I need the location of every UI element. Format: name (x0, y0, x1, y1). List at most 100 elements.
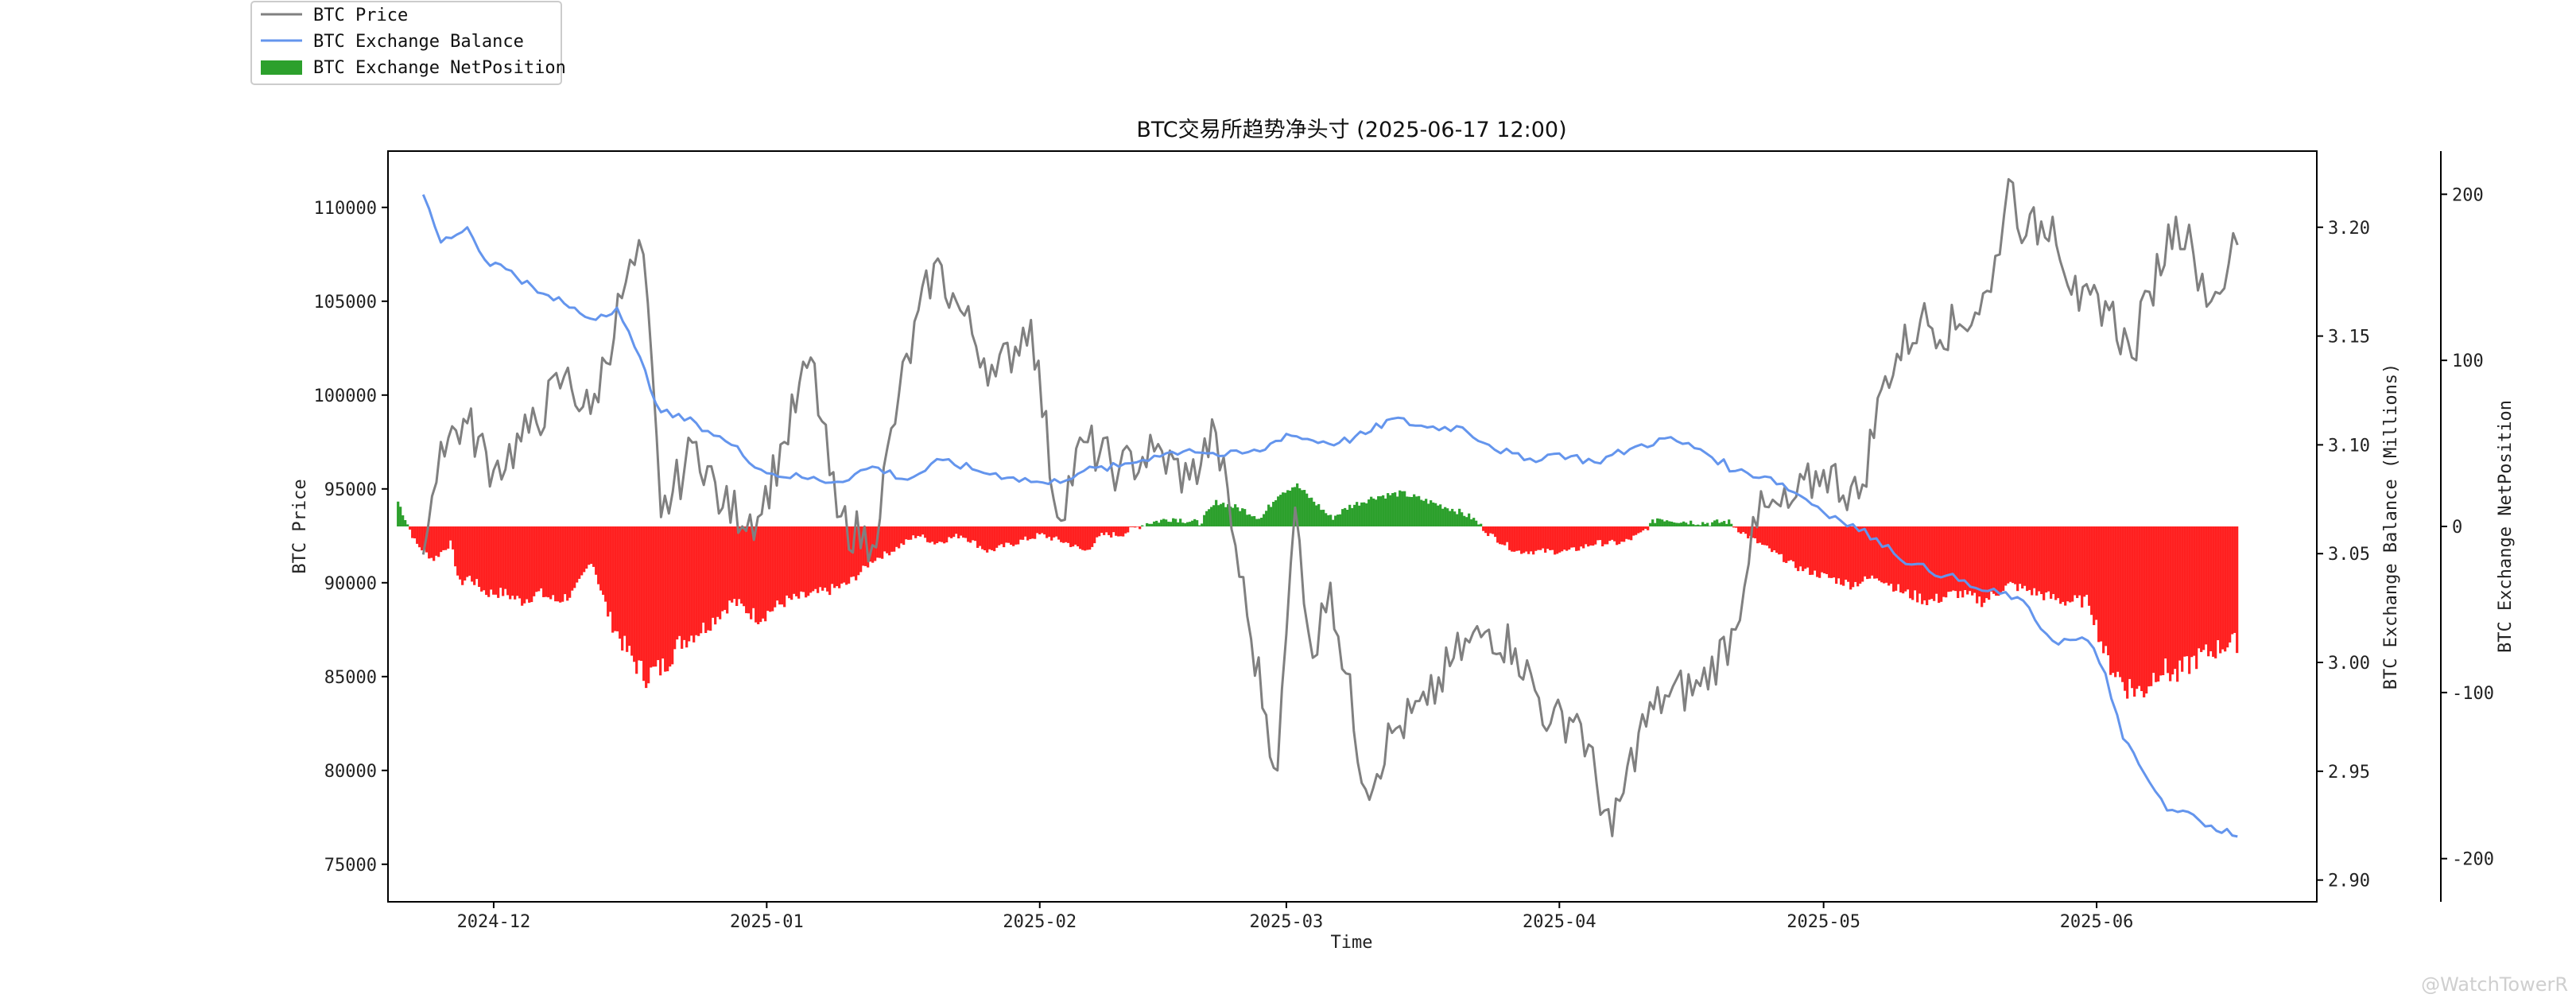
netposition-bar (1988, 526, 1991, 600)
netposition-bar (588, 526, 591, 565)
netposition-bar (1909, 526, 1912, 599)
netposition-bar (1317, 503, 1321, 526)
netposition-bar (633, 526, 636, 662)
netposition-bar (533, 526, 536, 596)
netposition-bar (1272, 502, 1275, 526)
netposition-bar (1964, 526, 1967, 591)
netposition-bar (478, 526, 481, 588)
netposition-bar (406, 524, 409, 526)
netposition-bar (1787, 526, 1790, 561)
netposition-bar (879, 526, 882, 558)
netposition-bar (1673, 522, 1676, 526)
netposition-bar (2047, 526, 2050, 592)
netposition-bar (590, 526, 593, 565)
netposition-bar (1868, 526, 1872, 579)
netposition-bar (967, 526, 970, 542)
netposition-bar (895, 526, 898, 547)
x-tick: 2025-06 (2060, 912, 2134, 932)
netposition-bar (2054, 526, 2058, 600)
netposition-bar (750, 526, 753, 619)
netposition-bar (845, 526, 848, 585)
legend-net-label: BTC Exchange NetPosition (313, 58, 566, 78)
netposition-bar (2019, 526, 2022, 584)
netposition-bar (1554, 526, 1557, 555)
netposition-bar (2181, 526, 2184, 672)
netposition-bar (1864, 526, 1867, 577)
netposition-bar (993, 526, 996, 552)
netposition-bar (1670, 521, 1674, 526)
netposition-bar (2231, 526, 2234, 635)
netposition-bar (2207, 526, 2210, 657)
netposition-bar (1422, 500, 1426, 526)
netposition-bar (1377, 496, 1380, 526)
netposition-bar (1658, 518, 1662, 526)
netposition-bar (430, 526, 433, 558)
netposition-bar (2057, 526, 2060, 599)
netposition-bar (1000, 526, 1003, 545)
netposition-bar (485, 526, 488, 596)
netposition-bar (817, 526, 820, 593)
netposition-bar (1589, 526, 1593, 546)
netposition-bar (650, 526, 653, 668)
netposition-bar (2155, 526, 2158, 682)
netposition-bar (1713, 520, 1717, 526)
netposition-bar (1611, 526, 1614, 540)
netposition-bar (795, 526, 798, 596)
netposition-bar (1732, 526, 1736, 528)
netposition-bar (1284, 492, 1287, 526)
netposition-bar (602, 526, 605, 595)
netposition-bar (1837, 526, 1841, 579)
netposition-bar (1904, 526, 1907, 592)
netposition-bar (2205, 526, 2208, 645)
netposition-bar (2040, 526, 2043, 595)
netposition-bar (1093, 526, 1096, 544)
netposition-bar (1305, 493, 1309, 526)
netposition-bar (1050, 526, 1053, 541)
netposition-bar (1301, 490, 1304, 526)
x-tick: 2024-12 (457, 912, 531, 932)
netposition-bar (1914, 526, 1917, 591)
netposition-bar (1799, 526, 1802, 567)
netposition-bar (1928, 526, 1931, 600)
netposition-bar (712, 526, 715, 618)
netposition-bar (1854, 526, 1857, 582)
netposition-bar (1957, 526, 1960, 599)
netposition-bar (900, 526, 903, 544)
balance-line (421, 194, 2238, 838)
netposition-bar (2178, 526, 2182, 661)
netposition-bar (607, 526, 610, 617)
legend-price-label: BTC Price (313, 6, 408, 25)
netposition-bar (1332, 519, 1335, 526)
netposition-bar (523, 526, 526, 604)
netposition-bar (557, 526, 560, 602)
netposition-bar (743, 526, 746, 607)
netposition-bar (1298, 487, 1302, 526)
netposition-bar (1992, 526, 1996, 594)
netposition-bar (1430, 500, 1433, 526)
netposition-bar (495, 526, 498, 595)
netposition-bar (969, 526, 972, 543)
y-right2-tick: -200 (2452, 850, 2494, 870)
netposition-bar (1980, 526, 1984, 608)
netposition-bar (673, 526, 677, 650)
netposition-bar (2140, 526, 2143, 692)
netposition-bar (764, 526, 767, 622)
netposition-bar (1506, 526, 1509, 542)
netposition-bar (819, 526, 822, 588)
netposition-bar (1802, 526, 1805, 572)
netposition-bar (1568, 526, 1571, 550)
netposition-bar (1465, 517, 1468, 526)
netposition-bar (1060, 526, 1063, 542)
netposition-bar (1728, 519, 1731, 526)
netposition-bar (1232, 507, 1235, 526)
y-left-axis: 75000 80000 85000 90000 95000 100000 105… (314, 199, 377, 876)
netposition-bar (783, 526, 786, 608)
netposition-bar (2186, 526, 2189, 657)
netposition-bar (1003, 526, 1006, 548)
netposition-bar (995, 526, 999, 548)
netposition-bar (647, 526, 650, 684)
netposition-bar (726, 526, 729, 614)
netposition-bar (459, 526, 462, 580)
legend-box (250, 1, 562, 85)
netposition-bar (826, 526, 829, 592)
